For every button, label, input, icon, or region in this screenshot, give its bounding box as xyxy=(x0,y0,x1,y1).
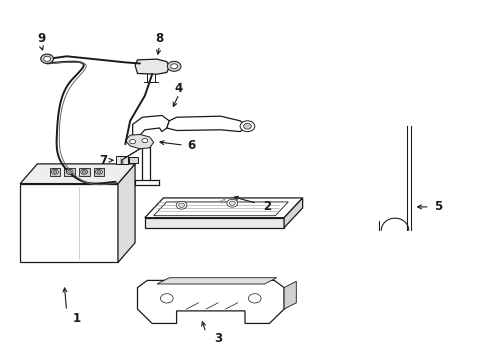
Polygon shape xyxy=(167,116,247,132)
Circle shape xyxy=(41,54,53,63)
Circle shape xyxy=(51,169,58,174)
Polygon shape xyxy=(118,164,135,262)
Bar xyxy=(129,157,139,163)
Text: 9: 9 xyxy=(37,32,46,45)
Circle shape xyxy=(68,170,72,173)
Circle shape xyxy=(97,170,101,173)
Text: 5: 5 xyxy=(434,201,442,213)
Text: 2: 2 xyxy=(263,201,271,213)
Polygon shape xyxy=(133,116,169,140)
Circle shape xyxy=(176,201,187,209)
Text: 1: 1 xyxy=(73,311,80,325)
Circle shape xyxy=(160,294,173,303)
Circle shape xyxy=(96,169,102,174)
Circle shape xyxy=(82,170,86,173)
Polygon shape xyxy=(145,218,284,228)
Bar xyxy=(79,168,90,176)
Bar xyxy=(64,168,75,176)
Circle shape xyxy=(53,170,57,173)
Circle shape xyxy=(171,64,177,69)
Circle shape xyxy=(81,169,88,174)
Text: 7: 7 xyxy=(99,154,107,167)
Polygon shape xyxy=(135,59,169,74)
Polygon shape xyxy=(20,164,135,184)
Circle shape xyxy=(130,139,136,144)
Circle shape xyxy=(179,203,185,207)
Circle shape xyxy=(229,201,235,205)
Polygon shape xyxy=(145,198,303,218)
Circle shape xyxy=(240,121,255,132)
Circle shape xyxy=(227,199,238,207)
Text: 8: 8 xyxy=(155,32,164,45)
Polygon shape xyxy=(157,278,277,284)
Bar xyxy=(94,168,104,176)
Polygon shape xyxy=(125,134,154,149)
Bar xyxy=(20,184,118,262)
Polygon shape xyxy=(138,280,284,323)
Text: 4: 4 xyxy=(175,82,183,95)
Circle shape xyxy=(248,294,261,303)
Bar xyxy=(49,168,60,176)
Circle shape xyxy=(244,123,251,129)
Circle shape xyxy=(66,169,73,174)
Polygon shape xyxy=(284,281,296,309)
Circle shape xyxy=(142,138,148,143)
Text: 3: 3 xyxy=(214,332,222,345)
Bar xyxy=(116,156,128,164)
Polygon shape xyxy=(284,198,303,228)
Circle shape xyxy=(167,61,181,71)
Circle shape xyxy=(44,56,50,61)
Text: 6: 6 xyxy=(187,139,196,152)
